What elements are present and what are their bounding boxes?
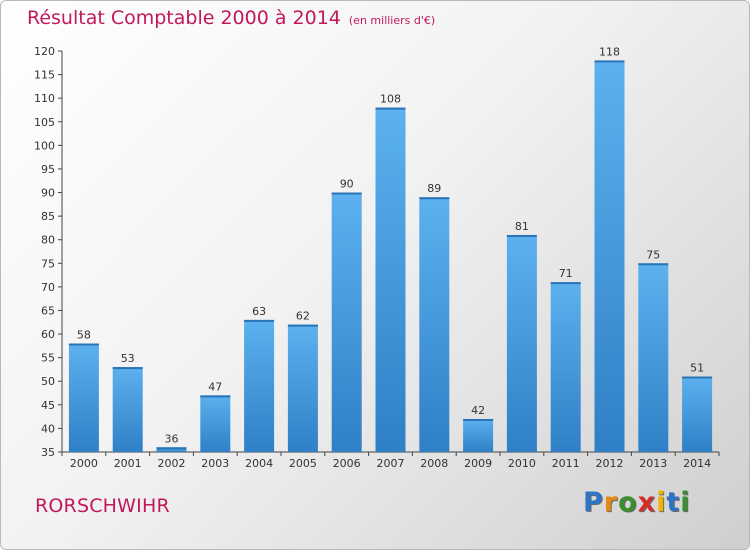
x-tick-label: 2006 <box>333 457 361 470</box>
bar-top-edge <box>682 376 713 379</box>
bar <box>68 343 99 452</box>
bar <box>419 197 450 452</box>
y-tick-label: 115 <box>34 69 55 82</box>
y-tick-label: 35 <box>41 446 55 459</box>
logo-letter: x <box>637 487 657 518</box>
bar-top-edge <box>287 324 318 327</box>
x-tick-label: 2000 <box>70 457 98 470</box>
bar <box>156 447 187 452</box>
bar-top-edge <box>463 418 494 421</box>
bar-value-label: 63 <box>252 305 266 318</box>
y-tick-label: 95 <box>41 163 55 176</box>
y-tick-label: 105 <box>34 116 55 129</box>
y-tick-label: 90 <box>41 187 55 200</box>
x-tick-label: 2010 <box>508 457 536 470</box>
x-tick-label: 2005 <box>289 457 317 470</box>
y-tick-label: 75 <box>41 257 55 270</box>
bar-value-label: 75 <box>646 248 660 261</box>
x-tick-label: 2008 <box>420 457 448 470</box>
y-tick-label: 85 <box>41 210 55 223</box>
bar-value-label: 81 <box>515 220 529 233</box>
bar-value-label: 71 <box>559 267 573 280</box>
logo-letter: r <box>603 487 619 518</box>
x-tick-label: 2011 <box>552 457 580 470</box>
bar-top-edge <box>244 319 275 322</box>
bar-value-label: 53 <box>121 352 135 365</box>
y-tick-label: 45 <box>41 399 55 412</box>
y-tick-label: 60 <box>41 328 55 341</box>
bar <box>594 60 625 452</box>
bar <box>331 192 362 452</box>
unit-text: (en milliers d'€) <box>348 14 436 27</box>
bar <box>112 367 143 452</box>
y-tick-label: 100 <box>34 139 55 152</box>
bar-top-edge <box>331 192 362 195</box>
bar <box>375 107 406 453</box>
bar-top-edge <box>375 107 406 110</box>
bar <box>287 324 318 452</box>
x-tick-label: 2014 <box>683 457 711 470</box>
bar-top-edge <box>506 234 537 237</box>
commune-name: RORSCHWIHR <box>35 495 170 517</box>
x-tick-label: 2009 <box>464 457 492 470</box>
bar-value-label: 51 <box>690 362 704 375</box>
bar-value-label: 89 <box>427 182 441 195</box>
bar-value-label: 47 <box>208 380 222 393</box>
bar <box>244 319 275 452</box>
logo-letter: o <box>618 487 638 518</box>
bar-top-edge <box>112 367 143 370</box>
y-tick-label: 120 <box>34 45 55 58</box>
x-tick-label: 2012 <box>596 457 624 470</box>
bar <box>682 376 713 452</box>
logo-letter: P <box>583 487 604 518</box>
bar-value-label: 36 <box>165 432 179 445</box>
y-tick-label: 80 <box>41 234 55 247</box>
bar-value-label: 90 <box>340 178 354 191</box>
y-tick-label: 110 <box>34 92 55 105</box>
y-tick-label: 70 <box>41 281 55 294</box>
logo-letter: i <box>656 487 667 518</box>
x-tick-label: 2004 <box>245 457 273 470</box>
x-tick-label: 2001 <box>114 457 142 470</box>
logo-letter: i <box>680 487 691 518</box>
bar-top-edge <box>68 343 99 346</box>
bar-top-edge <box>550 282 581 285</box>
bar-value-label: 58 <box>77 328 91 341</box>
bar <box>550 282 581 452</box>
bars-group: 58 53 36 47 63 62 90 108 89 42 81 71 118 75 51 <box>68 45 713 453</box>
y-tick-label: 65 <box>41 304 55 317</box>
y-tick-label: 40 <box>41 422 55 435</box>
bar-value-label: 62 <box>296 310 310 323</box>
bar-value-label: 118 <box>599 45 620 58</box>
chart-title: Résultat Comptable 2000 à 2014 (en millie… <box>27 7 435 29</box>
bar-top-edge <box>200 395 231 398</box>
x-tick-label: 2003 <box>201 457 229 470</box>
bar-top-edge <box>156 447 187 450</box>
x-tick-label: 2002 <box>158 457 186 470</box>
bar <box>506 234 537 452</box>
bar <box>638 263 669 452</box>
bar-value-label: 108 <box>380 93 401 106</box>
bar-value-label: 42 <box>471 404 485 417</box>
bar-top-edge <box>594 60 625 63</box>
y-tick-label: 50 <box>41 375 55 388</box>
y-tick-label: 55 <box>41 352 55 365</box>
title-text: Résultat Comptable 2000 à 2014 <box>27 7 341 29</box>
x-tick-label: 2007 <box>377 457 405 470</box>
bar <box>200 395 231 452</box>
bar <box>463 418 494 452</box>
bar-top-edge <box>638 263 669 266</box>
x-tick-label: 2013 <box>639 457 667 470</box>
proxiti-logo[interactable]: Proxiti <box>583 487 691 518</box>
logo-letter: t <box>666 487 681 518</box>
bar-top-edge <box>419 197 450 200</box>
